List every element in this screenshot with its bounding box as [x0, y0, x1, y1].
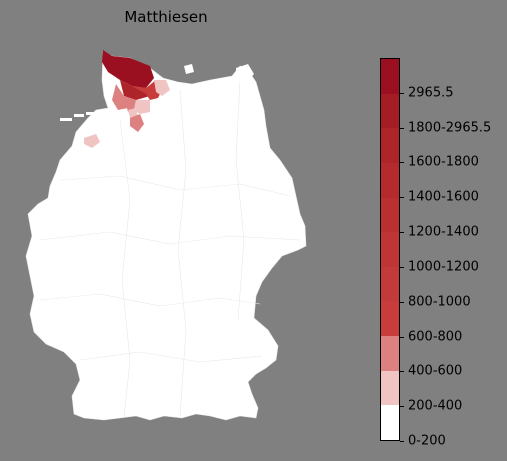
region-friesland	[84, 134, 100, 148]
legend-tick	[400, 127, 404, 129]
region-schleswig-flensburg	[120, 80, 150, 100]
legend-label: 1600-1800	[408, 154, 479, 170]
legend-tick	[400, 197, 404, 199]
legend-swatch	[381, 370, 399, 406]
legend-tick	[400, 266, 404, 268]
legend-swatch	[381, 93, 399, 129]
region-segeberg	[134, 100, 150, 114]
region-dithmarschen	[112, 84, 128, 110]
legend-label: 800-1000	[408, 294, 471, 310]
legend-tick	[400, 406, 404, 408]
legend-label: 2965.5	[408, 85, 454, 101]
legend-swatch	[381, 336, 399, 371]
germany-outline	[25, 51, 307, 421]
district-borders	[39, 79, 301, 419]
legend-label: 1200-1400	[408, 224, 479, 240]
legend-swatch	[381, 232, 399, 267]
region-nordfriesland	[102, 50, 154, 88]
legend-swatch	[381, 405, 399, 441]
legend-swatch	[381, 266, 399, 302]
legend-label: 600-800	[408, 329, 463, 345]
legend-label: 1400-1600	[408, 189, 479, 205]
legend-tick	[400, 371, 404, 373]
legend-swatch	[381, 128, 399, 163]
legend-tick	[400, 336, 404, 338]
legend-swatch	[381, 162, 399, 198]
high-density-regions	[84, 50, 170, 148]
legend-colorbar	[380, 58, 400, 441]
legend-swatch	[381, 301, 399, 337]
region-steinburg	[124, 96, 136, 112]
legend-tick	[400, 301, 404, 303]
baltic-islands	[184, 64, 254, 84]
region-lauenburg	[130, 114, 144, 132]
region-plon	[154, 80, 170, 96]
legend-label: 1800-2965.5	[408, 120, 492, 136]
legend-tick	[400, 162, 404, 164]
legend-tick	[400, 232, 404, 234]
region-pinneberg	[128, 108, 138, 118]
legend-label: 0-200	[408, 433, 446, 449]
legend-swatch	[381, 59, 399, 94]
legend-label: 200-400	[408, 398, 463, 414]
legend-tick	[400, 92, 404, 94]
legend-label: 1000-1200	[408, 259, 479, 275]
legend-label: 400-600	[408, 363, 463, 379]
north-sea-islands	[60, 112, 94, 121]
map-title: Matthiesen	[124, 8, 208, 26]
legend-tick	[400, 441, 404, 442]
legend-swatch	[381, 197, 399, 233]
